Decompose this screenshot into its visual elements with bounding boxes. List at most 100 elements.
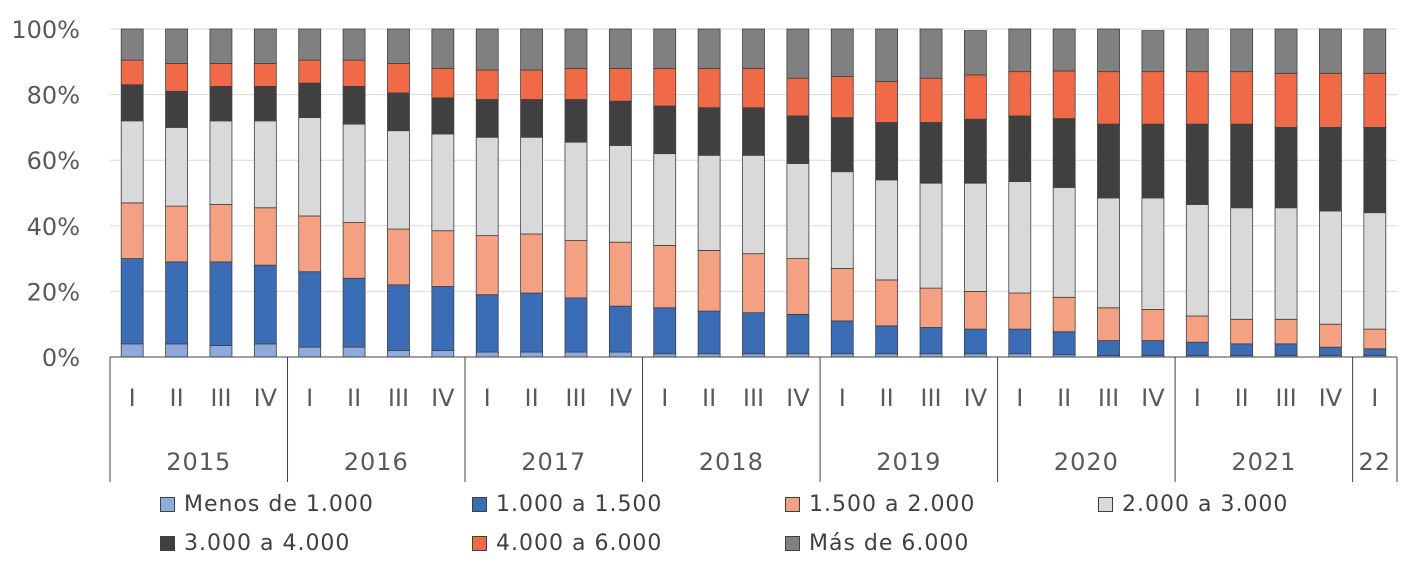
bar-segment bbox=[964, 328, 987, 355]
legend-item-mas-6000: Más de 6.000 bbox=[785, 531, 969, 556]
y-tick-label: 80% bbox=[27, 82, 80, 110]
bar-segment bbox=[165, 127, 188, 207]
bar-segment bbox=[387, 350, 410, 358]
bar-segment bbox=[786, 313, 810, 355]
bar-segment bbox=[875, 81, 899, 123]
bar-segment bbox=[387, 284, 410, 351]
legend-item-1000-1500: 1.000 a 1.500 bbox=[472, 492, 662, 517]
legend-item-3000-4000: 3.000 a 4.000 bbox=[160, 531, 350, 556]
bar-segment bbox=[1185, 315, 1209, 343]
bar-segment bbox=[387, 92, 410, 132]
legend-swatch bbox=[472, 536, 487, 551]
bar-segment bbox=[1097, 340, 1120, 356]
legend: Menos de 1.000 1.000 a 1.500 1.500 a 2.0… bbox=[160, 490, 1400, 567]
bar-segment bbox=[1319, 28, 1342, 74]
bar-segment bbox=[475, 69, 499, 100]
bar-segment bbox=[1141, 30, 1165, 73]
year-label: 2019 bbox=[876, 448, 941, 476]
bar-segment bbox=[253, 28, 277, 64]
bar-segment bbox=[1141, 340, 1165, 356]
bar-segment bbox=[964, 118, 987, 184]
bar-segment bbox=[253, 264, 277, 345]
bar-segment bbox=[1052, 331, 1076, 356]
legend-item-2000-3000: 2.000 a 3.000 bbox=[1098, 492, 1288, 517]
bar-segment bbox=[1363, 28, 1387, 74]
bar-segment bbox=[120, 28, 144, 61]
bar-segment bbox=[653, 245, 677, 309]
bar-segment bbox=[653, 307, 677, 355]
legend-label: Más de 6.000 bbox=[809, 531, 970, 556]
bar-segment bbox=[209, 63, 233, 87]
quarter-label: II bbox=[702, 384, 716, 412]
bar-segment bbox=[475, 28, 499, 71]
bar-segment bbox=[1008, 328, 1032, 355]
bar-segment bbox=[342, 28, 366, 61]
bar-segment bbox=[298, 215, 322, 273]
bar-segment bbox=[253, 207, 277, 266]
legend-swatch bbox=[160, 497, 175, 512]
bar-segment bbox=[1052, 28, 1076, 72]
bar-segment bbox=[520, 351, 543, 358]
bar-segment bbox=[431, 97, 455, 135]
bar-segment bbox=[1008, 28, 1032, 73]
bar-segment bbox=[520, 233, 543, 294]
quarter-label: I bbox=[839, 384, 846, 412]
bar-segment bbox=[431, 350, 455, 358]
bar-segment bbox=[830, 117, 854, 173]
bar-segment bbox=[875, 122, 899, 181]
bar-segment bbox=[120, 120, 144, 204]
bar-segment bbox=[1185, 204, 1209, 317]
bar-segment bbox=[1008, 181, 1032, 294]
bar-segment bbox=[1319, 127, 1342, 212]
bar-segment bbox=[697, 107, 721, 156]
bar-segment bbox=[653, 67, 677, 107]
quarter-label: II bbox=[1235, 384, 1249, 412]
year-label: 2021 bbox=[1231, 448, 1296, 476]
quarter-label: IV bbox=[1141, 384, 1165, 412]
quarter-label: IV bbox=[254, 384, 278, 412]
bar-segment bbox=[1319, 323, 1342, 348]
bar-segment bbox=[1185, 341, 1209, 356]
bar-segment bbox=[786, 28, 810, 79]
bar-segment bbox=[342, 346, 366, 358]
bar-segment bbox=[608, 67, 632, 102]
bar-segment bbox=[653, 28, 677, 69]
bar-segment bbox=[1097, 123, 1120, 199]
quarter-label: I bbox=[484, 384, 491, 412]
year-label: 2020 bbox=[1054, 448, 1119, 476]
legend-label: 1.000 a 1.500 bbox=[496, 492, 663, 517]
bar-segment bbox=[697, 154, 721, 251]
bar-segment bbox=[120, 343, 144, 358]
bar-segment bbox=[1274, 28, 1298, 74]
bar-segment bbox=[564, 297, 588, 353]
bar-segment bbox=[564, 28, 588, 69]
bar-segment bbox=[298, 28, 322, 61]
bar-segment bbox=[120, 258, 144, 345]
bar-segment bbox=[298, 117, 322, 217]
legend-item-1500-2000: 1.500 a 2.000 bbox=[785, 492, 975, 517]
quarter-label: III bbox=[743, 384, 764, 412]
bar-segment bbox=[697, 310, 721, 355]
bar-segment bbox=[786, 77, 810, 117]
bar-segment bbox=[1052, 118, 1076, 188]
legend-label: Menos de 1.000 bbox=[184, 492, 374, 517]
bar-segment bbox=[387, 63, 410, 94]
legend-item-menos-1000: Menos de 1.000 bbox=[160, 492, 374, 517]
bar-segment bbox=[608, 305, 632, 353]
bar-segment bbox=[830, 171, 854, 269]
bar-segment bbox=[1008, 292, 1032, 330]
bar-segment bbox=[1008, 115, 1032, 182]
quarter-label: II bbox=[880, 384, 894, 412]
legend-swatch bbox=[785, 497, 800, 512]
bar-segment bbox=[165, 90, 188, 128]
bar-segment bbox=[431, 67, 455, 99]
bar-segment bbox=[475, 351, 499, 358]
bar-segment bbox=[120, 84, 144, 122]
quarter-label: IV bbox=[786, 384, 810, 412]
legend-item-4000-6000: 4.000 a 6.000 bbox=[472, 531, 662, 556]
bar-segment bbox=[919, 77, 943, 123]
bar-segment bbox=[919, 28, 943, 79]
bar-segment bbox=[209, 28, 233, 64]
bar-segment bbox=[1097, 197, 1120, 309]
bar-segment bbox=[964, 182, 987, 292]
